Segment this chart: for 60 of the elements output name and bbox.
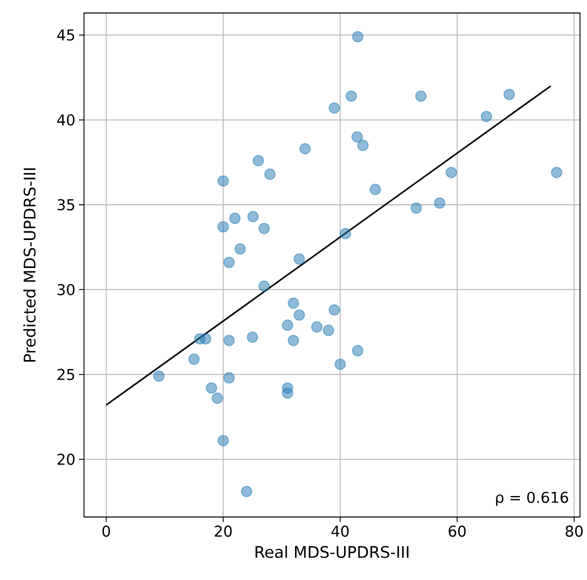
y-axis-title: Predicted MDS-UPDRS-III — [23, 168, 36, 362]
x-tick-label: 0 — [102, 526, 110, 537]
point — [504, 88, 515, 100]
point — [247, 210, 259, 222]
y-tick-label: 25 — [58, 368, 74, 380]
point — [234, 243, 246, 255]
point — [153, 370, 165, 382]
point — [415, 90, 427, 102]
y-tick-label: 30 — [58, 284, 74, 296]
point — [410, 202, 422, 214]
point — [264, 168, 276, 180]
x-tick-label: 60 — [448, 526, 466, 537]
point — [288, 334, 300, 346]
point — [212, 392, 224, 404]
point — [434, 197, 446, 209]
point — [370, 184, 381, 196]
x-tick-label: 40 — [331, 526, 349, 537]
point — [288, 297, 300, 309]
point — [299, 143, 311, 154]
y-tick-label: 20 — [58, 454, 74, 465]
x-tick-label: 20 — [214, 526, 232, 537]
point — [223, 334, 235, 346]
point — [223, 372, 235, 384]
point — [357, 140, 369, 152]
point — [328, 102, 340, 114]
point — [346, 90, 357, 102]
point — [480, 110, 492, 122]
point — [282, 320, 294, 331]
x-tick-label: 80 — [566, 526, 583, 537]
point — [446, 166, 458, 178]
x-axis-title: Real MDS-UPDRS-III — [256, 546, 408, 558]
point — [322, 324, 334, 336]
y-tick-label: 45 — [57, 30, 74, 41]
point — [258, 280, 270, 292]
point — [218, 434, 229, 446]
point — [223, 256, 235, 268]
y-tick-label: 35 — [58, 199, 74, 210]
point — [352, 31, 364, 42]
point — [246, 331, 258, 343]
point — [188, 354, 200, 365]
point — [352, 345, 364, 356]
point — [218, 175, 229, 187]
annotation: ρ = 0.616 — [496, 492, 568, 506]
point — [340, 228, 352, 240]
y-tick-label: 40 — [57, 114, 74, 126]
point — [240, 486, 252, 498]
point — [252, 154, 264, 166]
point — [200, 333, 212, 344]
point — [218, 221, 229, 232]
point — [258, 222, 270, 234]
point — [229, 212, 241, 224]
point — [311, 321, 322, 333]
point — [206, 382, 218, 394]
point — [334, 358, 346, 370]
point — [294, 253, 305, 265]
point — [294, 309, 305, 321]
point — [550, 166, 562, 178]
point — [328, 304, 340, 316]
point — [282, 387, 294, 399]
point — [351, 131, 363, 143]
